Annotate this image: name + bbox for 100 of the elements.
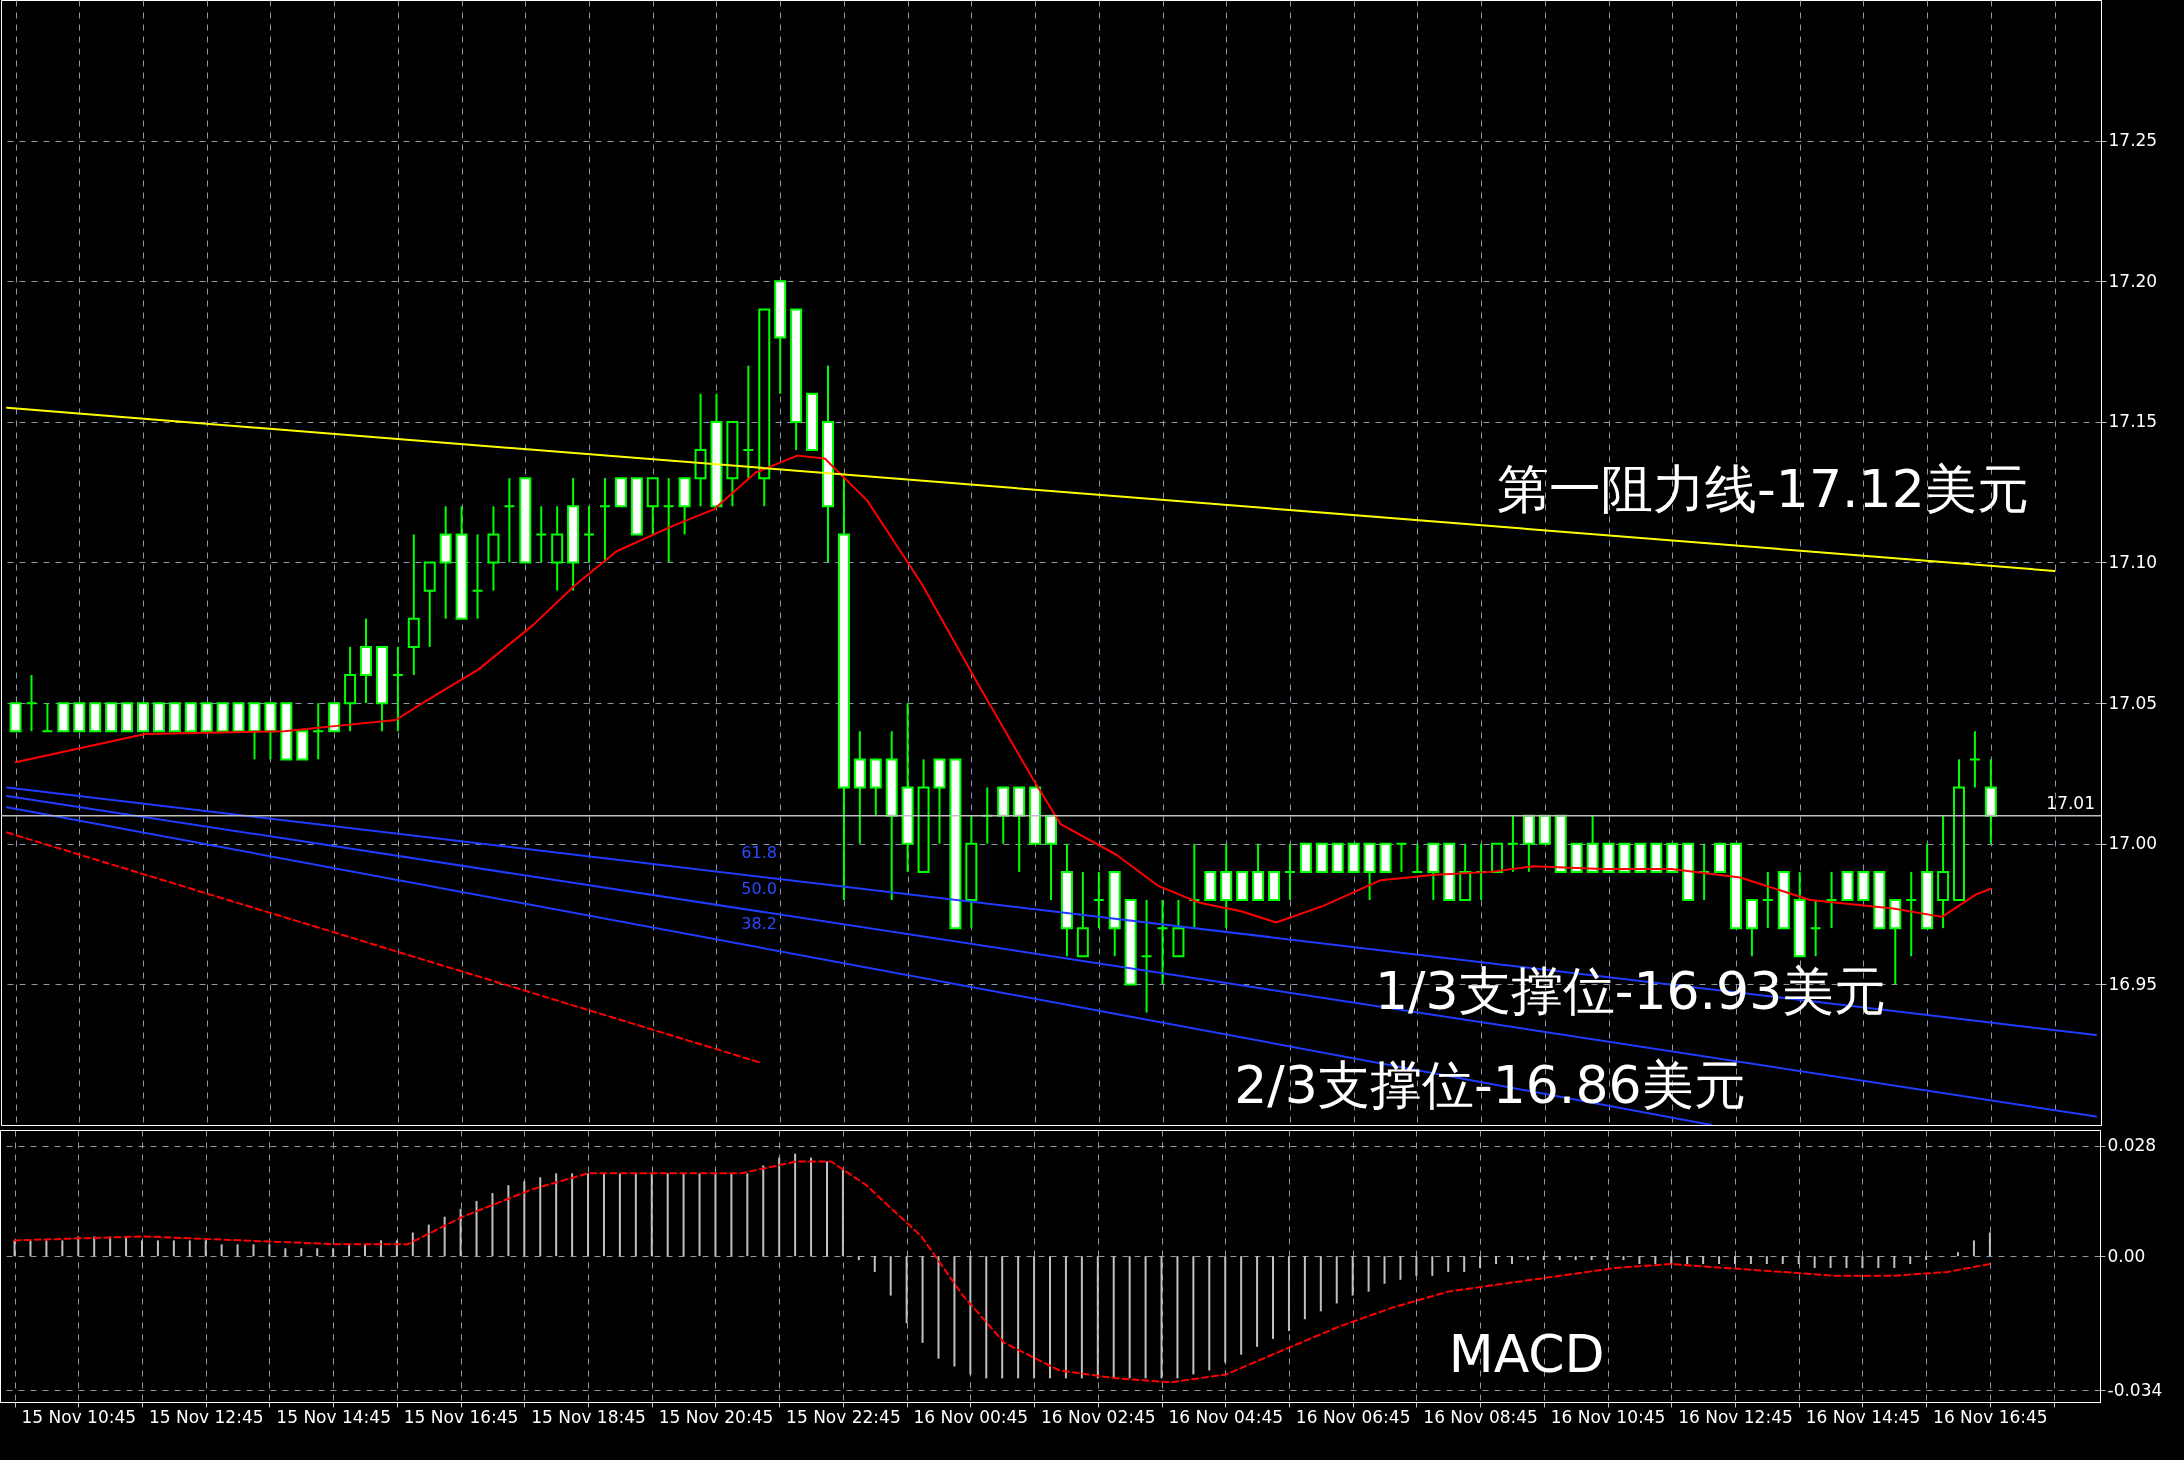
bar bbox=[1495, 1256, 1498, 1265]
candlestick bbox=[598, 477, 611, 564]
bar bbox=[45, 1240, 48, 1257]
y-tick-label: 17.25 bbox=[2108, 130, 2158, 151]
x-tick-label: 15 Nov 18:45 bbox=[531, 1406, 646, 1427]
candlestick bbox=[1968, 730, 1981, 789]
candlestick bbox=[1156, 899, 1169, 986]
bar bbox=[300, 1248, 303, 1257]
bar bbox=[1813, 1256, 1816, 1268]
bar bbox=[1797, 1256, 1800, 1265]
bar bbox=[794, 1153, 797, 1257]
candlestick bbox=[471, 533, 484, 620]
y-tick-label: 0.00 bbox=[2107, 1245, 2146, 1266]
bar bbox=[93, 1236, 96, 1257]
bar bbox=[1574, 1256, 1577, 1261]
candlestick bbox=[742, 364, 755, 480]
candlestick bbox=[1905, 870, 1918, 958]
bar bbox=[364, 1244, 367, 1257]
y-tick-label: 0.028 bbox=[2107, 1135, 2157, 1156]
bar bbox=[1861, 1256, 1864, 1268]
bar bbox=[1702, 1256, 1705, 1265]
bar bbox=[252, 1244, 255, 1257]
bar bbox=[427, 1224, 430, 1257]
bar bbox=[1733, 1256, 1736, 1265]
x-tick-label: 16 Nov 10:45 bbox=[1550, 1406, 1666, 1427]
candlestick bbox=[1825, 870, 1838, 930]
candlestick bbox=[391, 645, 404, 733]
y-tick-label: 17.00 bbox=[2108, 833, 2158, 854]
x-tick-label: 16 Nov 16:45 bbox=[1933, 1406, 2048, 1427]
x-tick-label: 16 Nov 00:45 bbox=[913, 1406, 1029, 1427]
x-tick-label: 16 Nov 14:45 bbox=[1805, 1406, 1921, 1427]
bar bbox=[1654, 1256, 1657, 1265]
candlestick bbox=[662, 477, 675, 564]
bar bbox=[77, 1236, 80, 1257]
bar bbox=[634, 1173, 637, 1257]
bar bbox=[475, 1200, 478, 1257]
bar bbox=[841, 1169, 844, 1257]
bar bbox=[905, 1256, 908, 1324]
bar bbox=[682, 1173, 685, 1257]
candlestick bbox=[583, 505, 596, 564]
x-tick-label: 16 Nov 08:45 bbox=[1423, 1406, 1538, 1427]
bar bbox=[1319, 1256, 1322, 1312]
bar bbox=[1033, 1256, 1036, 1379]
bar bbox=[1256, 1256, 1259, 1347]
bar bbox=[762, 1165, 765, 1257]
bar bbox=[1383, 1256, 1386, 1284]
bar bbox=[1447, 1256, 1450, 1272]
bar bbox=[29, 1240, 32, 1257]
bar bbox=[459, 1208, 462, 1257]
bar bbox=[746, 1173, 749, 1257]
y-tick-label: 17.05 bbox=[2108, 692, 2158, 713]
bar bbox=[810, 1157, 813, 1257]
bar bbox=[332, 1248, 335, 1257]
y-tick-label: 16.95 bbox=[2108, 973, 2158, 994]
bar bbox=[1972, 1240, 1975, 1257]
bar bbox=[1622, 1256, 1625, 1261]
bar bbox=[507, 1185, 510, 1257]
candlestick bbox=[1809, 899, 1822, 958]
bar bbox=[1526, 1256, 1529, 1261]
bar bbox=[284, 1248, 287, 1257]
candlestick bbox=[41, 702, 54, 733]
bar bbox=[666, 1173, 669, 1257]
annotation: MACD bbox=[1448, 1323, 1605, 1384]
bar bbox=[953, 1256, 956, 1367]
candlestick bbox=[1140, 899, 1153, 1014]
bar bbox=[1686, 1256, 1689, 1265]
y-tick-label: 17.20 bbox=[2108, 270, 2158, 291]
bar bbox=[220, 1244, 223, 1257]
bar bbox=[1001, 1256, 1004, 1379]
bar bbox=[730, 1173, 733, 1257]
bar bbox=[857, 1256, 860, 1261]
candlestick bbox=[1092, 870, 1105, 930]
bar bbox=[1590, 1256, 1593, 1261]
bar bbox=[555, 1173, 558, 1257]
bar bbox=[61, 1240, 64, 1257]
candlestick bbox=[1761, 870, 1774, 930]
bar bbox=[650, 1173, 653, 1257]
bar bbox=[1287, 1256, 1290, 1332]
candlestick bbox=[1283, 842, 1296, 901]
candlestick bbox=[312, 702, 325, 761]
bar bbox=[1064, 1256, 1067, 1379]
bar bbox=[1510, 1256, 1513, 1265]
candlestick bbox=[1411, 842, 1424, 873]
candlestick bbox=[1506, 814, 1519, 873]
bar bbox=[1749, 1256, 1752, 1265]
x-tick-label: 16 Nov 12:45 bbox=[1678, 1406, 1793, 1427]
bar bbox=[1080, 1256, 1083, 1379]
bar bbox=[1208, 1256, 1211, 1371]
bar bbox=[1176, 1256, 1179, 1379]
bar bbox=[172, 1240, 175, 1257]
bar bbox=[236, 1244, 239, 1257]
x-tick-label: 15 Nov 12:45 bbox=[148, 1406, 264, 1427]
bar bbox=[1160, 1256, 1163, 1379]
bar bbox=[602, 1173, 605, 1257]
bar bbox=[1957, 1252, 1959, 1257]
bar bbox=[188, 1240, 191, 1257]
bar bbox=[1144, 1256, 1147, 1379]
bar bbox=[523, 1181, 526, 1257]
bar bbox=[1925, 1256, 1928, 1261]
bar bbox=[13, 1240, 16, 1257]
